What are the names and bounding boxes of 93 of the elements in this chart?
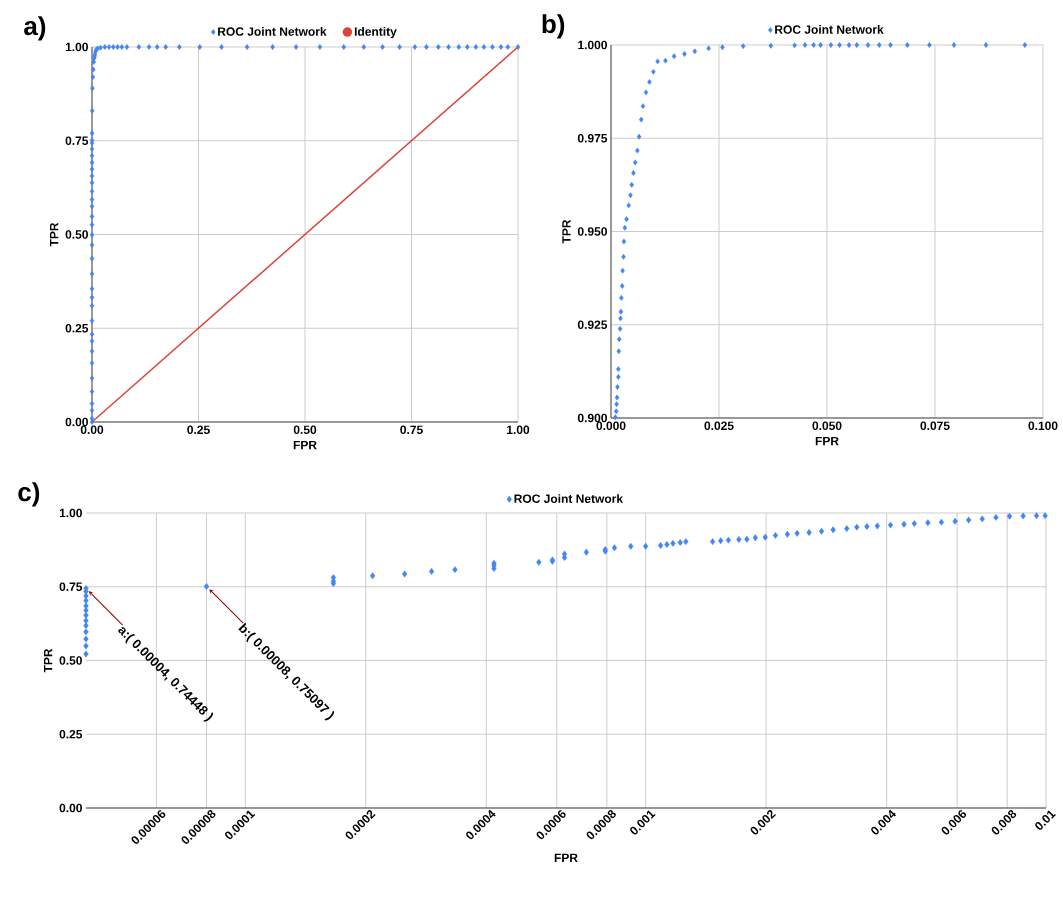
y-tick-label: 1.00 <box>65 42 88 52</box>
x-tick-label: 0.000 <box>596 421 626 431</box>
point <box>621 253 626 260</box>
point <box>651 68 656 75</box>
legend-label: ROC Joint Network <box>514 494 624 503</box>
point <box>620 267 625 274</box>
legend-label: ROC Joint Network <box>775 25 884 34</box>
point <box>619 294 624 301</box>
x-tick-label: 1.00 <box>507 425 530 435</box>
point <box>983 42 989 48</box>
x-tick-label: 0.00 <box>80 425 104 435</box>
point <box>837 42 842 48</box>
legend-label: ROC Joint Network <box>218 26 327 36</box>
point <box>629 181 634 188</box>
x-tick-label: 0.75 <box>400 425 423 435</box>
y-tick-label: 0.50 <box>65 230 88 239</box>
point <box>631 170 636 176</box>
point <box>615 384 620 390</box>
point <box>632 159 638 166</box>
point <box>636 133 642 140</box>
y-tick-label: 0.25 <box>59 729 83 739</box>
point <box>643 89 649 96</box>
point <box>865 42 871 48</box>
y-tick-label: 0.900 <box>577 413 607 423</box>
chart-title: b) <box>542 14 565 39</box>
point <box>720 44 725 51</box>
point <box>624 216 629 223</box>
point <box>706 45 711 52</box>
y-tick-label: 1.00 <box>59 508 82 518</box>
x-tick-label: 0.01 <box>1035 810 1056 830</box>
point <box>613 408 619 415</box>
x-axis-title: FPR <box>815 436 839 446</box>
y-tick-label: 0.925 <box>577 320 608 329</box>
point <box>682 51 687 57</box>
y-tick-label: 0.75 <box>59 582 83 591</box>
point <box>635 147 640 154</box>
point <box>792 42 797 49</box>
point <box>618 308 624 315</box>
y-tick-label: 0.25 <box>65 323 89 333</box>
x-tick-label: 0.050 <box>812 421 842 431</box>
point <box>740 43 746 50</box>
point <box>828 42 834 48</box>
x-tick-label: 0.50 <box>293 425 317 435</box>
x-axis-title: FPR <box>293 440 317 450</box>
point <box>888 42 893 48</box>
point <box>616 366 621 373</box>
point <box>811 42 816 48</box>
y-axis-title: TPR <box>50 222 59 247</box>
legend-label: Identity <box>354 26 397 39</box>
point <box>927 42 932 48</box>
y-tick-label: 0.75 <box>65 136 89 145</box>
point <box>1022 42 1028 48</box>
point <box>802 42 808 48</box>
y-axis-title: TPR <box>562 219 571 244</box>
point <box>951 42 957 48</box>
point <box>613 414 618 421</box>
y-tick-label: 0.975 <box>577 133 608 143</box>
point <box>768 42 774 49</box>
point <box>671 53 677 60</box>
x-tick-label: 0.25 <box>187 425 210 435</box>
point <box>647 79 652 85</box>
point <box>626 202 631 209</box>
point <box>617 325 623 332</box>
point <box>618 315 623 322</box>
point <box>663 57 668 64</box>
point <box>616 336 622 343</box>
x-tick-label: 0.075 <box>920 421 950 431</box>
point <box>818 42 823 48</box>
point <box>639 116 644 123</box>
point <box>616 348 622 355</box>
y-tick-label: 0.50 <box>59 656 82 665</box>
point <box>614 394 620 401</box>
point <box>640 103 646 110</box>
chart-title: a) <box>24 16 46 41</box>
y-tick-label: 0.950 <box>577 227 607 236</box>
point <box>628 192 633 199</box>
y-tick-label: 1.000 <box>578 40 607 50</box>
point <box>614 401 619 408</box>
x-tick-label: 0.100 <box>1028 421 1058 431</box>
point <box>655 58 660 65</box>
point <box>622 224 628 231</box>
chart-title: c) <box>18 482 40 507</box>
point <box>854 42 860 48</box>
point <box>692 48 698 55</box>
point <box>620 283 625 289</box>
point <box>621 238 627 245</box>
point <box>846 42 852 48</box>
point <box>877 42 882 48</box>
point <box>616 374 621 380</box>
x-tick-label: 0.025 <box>704 421 734 431</box>
point <box>905 42 910 48</box>
x-axis-title: FPR <box>554 853 578 862</box>
y-axis-title: TPR <box>43 648 53 673</box>
